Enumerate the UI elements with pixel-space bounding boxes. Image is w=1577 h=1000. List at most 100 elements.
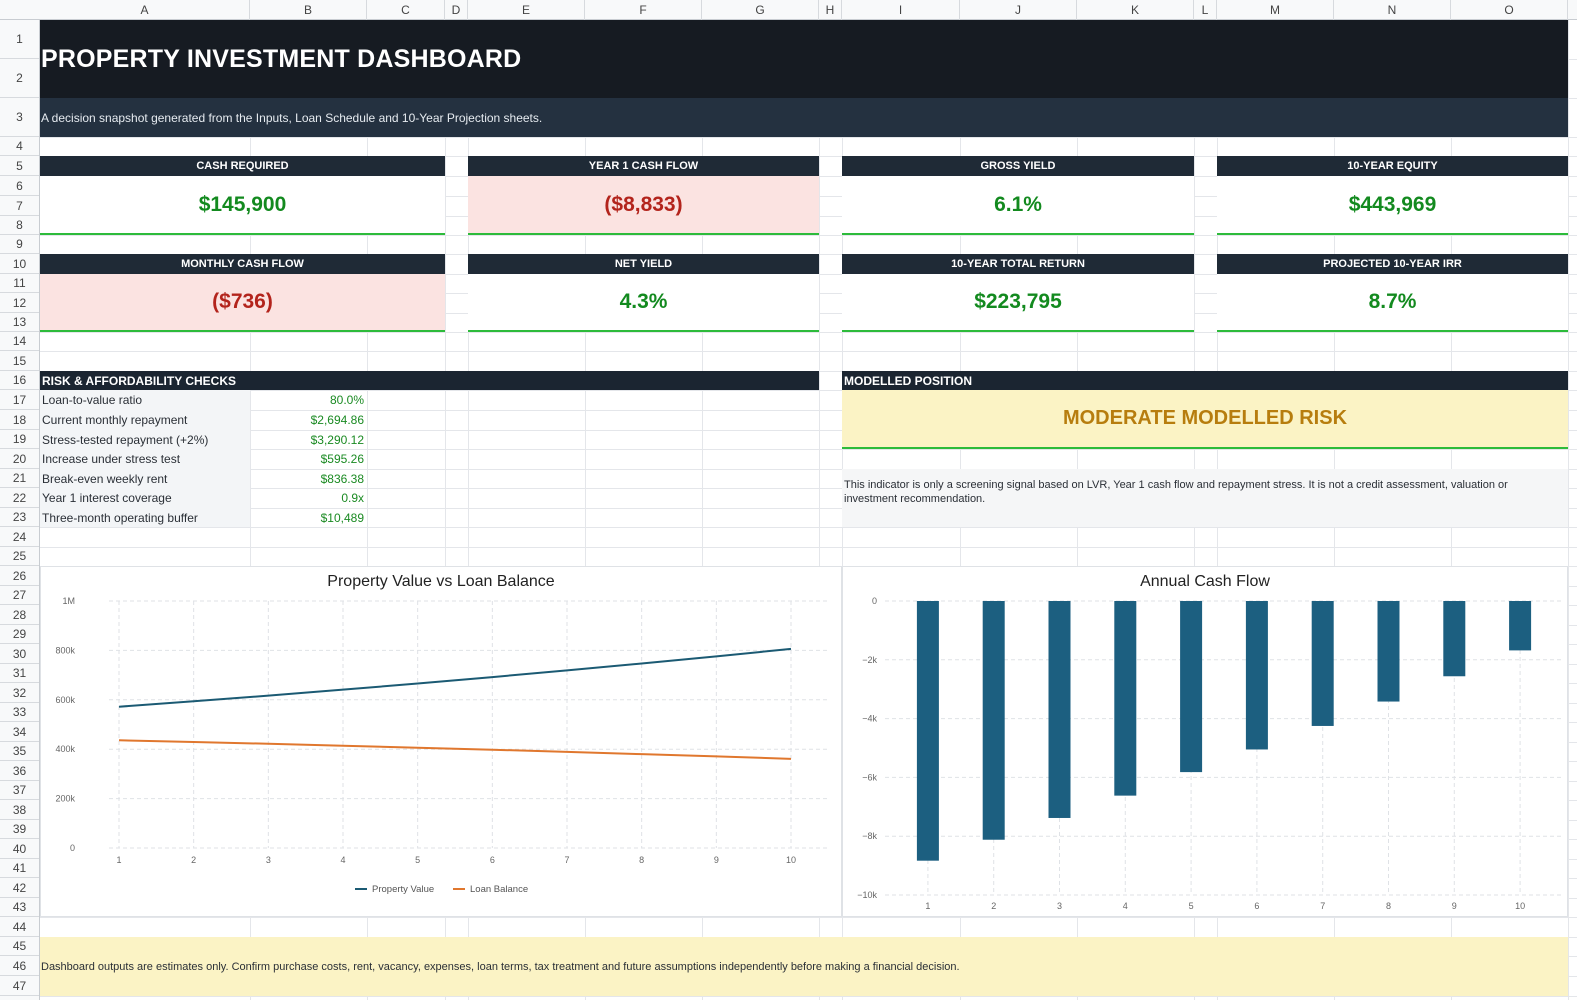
row-header[interactable]: 46 bbox=[0, 956, 39, 976]
kpi-value: $145,900 bbox=[40, 176, 445, 235]
row-header[interactable]: 17 bbox=[0, 390, 39, 410]
row-header[interactable]: 39 bbox=[0, 820, 39, 839]
gridline bbox=[468, 20, 469, 1000]
gridline bbox=[445, 20, 446, 1000]
row-header[interactable]: 25 bbox=[0, 547, 39, 566]
row-header[interactable]: 24 bbox=[0, 527, 39, 547]
row-header[interactable]: 28 bbox=[0, 605, 39, 625]
gridline bbox=[40, 351, 1577, 352]
row-header[interactable]: 38 bbox=[0, 800, 39, 820]
row-header[interactable]: 9 bbox=[0, 235, 39, 254]
cash-flow-bar bbox=[1245, 601, 1268, 750]
row-header[interactable]: 26 bbox=[0, 566, 39, 586]
x-tick-label: 8 bbox=[639, 855, 644, 865]
risk-check-value: $10,489 bbox=[320, 510, 364, 525]
row-header[interactable]: 29 bbox=[0, 625, 39, 644]
row-header[interactable]: 31 bbox=[0, 664, 39, 683]
row-header[interactable]: 1 bbox=[0, 20, 39, 59]
risk-check-value: $2,694.86 bbox=[310, 413, 364, 427]
row-header[interactable]: 15 bbox=[0, 351, 39, 371]
row-header[interactable]: 27 bbox=[0, 586, 39, 605]
row-header[interactable]: 18 bbox=[0, 410, 39, 430]
gridline bbox=[40, 527, 1577, 528]
row-header[interactable]: 13 bbox=[0, 313, 39, 332]
column-header[interactable]: G bbox=[702, 0, 819, 20]
gridline bbox=[40, 449, 1577, 450]
row-header[interactable]: 45 bbox=[0, 937, 39, 956]
risk-check-value: $595.26 bbox=[320, 452, 364, 466]
row-header[interactable]: 10 bbox=[0, 254, 39, 274]
row-header[interactable]: 6 bbox=[0, 176, 39, 196]
row-header[interactable]: 21 bbox=[0, 469, 39, 488]
row-header[interactable]: 44 bbox=[0, 917, 39, 937]
risk-check-value: 0.9x bbox=[341, 491, 364, 505]
row-header[interactable]: 37 bbox=[0, 781, 39, 800]
y-tick-label: −10k bbox=[857, 890, 877, 900]
gridline bbox=[40, 235, 1577, 236]
row-header[interactable]: 23 bbox=[0, 508, 39, 527]
column-header[interactable]: O bbox=[1451, 0, 1568, 20]
row-header[interactable]: 3 bbox=[0, 98, 39, 137]
row-header[interactable]: 20 bbox=[0, 449, 39, 469]
cash-flow-bar bbox=[1443, 601, 1466, 677]
column-header[interactable]: D bbox=[445, 0, 468, 20]
row-header[interactable]: 22 bbox=[0, 488, 39, 508]
kpi-label: 10-YEAR EQUITY bbox=[1217, 156, 1568, 176]
column-header[interactable]: I bbox=[842, 0, 960, 20]
cash-flow-bar bbox=[1377, 601, 1400, 702]
annual-cash-flow-chart[interactable]: Annual Cash Flow 0 −2k −4k −6k −8k −10k 1 2 3 4 5 6… bbox=[842, 566, 1568, 917]
risk-check-label: Three-month operating buffer bbox=[40, 508, 250, 527]
kpi-label: 10-YEAR TOTAL RETURN bbox=[842, 254, 1194, 274]
row-header[interactable]: 34 bbox=[0, 722, 39, 742]
series-line bbox=[118, 739, 792, 760]
row-header[interactable]: 36 bbox=[0, 761, 39, 781]
column-header[interactable]: H bbox=[819, 0, 842, 20]
column-header[interactable]: B bbox=[250, 0, 367, 20]
row-header[interactable]: 32 bbox=[0, 683, 39, 703]
column-header[interactable]: L bbox=[1194, 0, 1217, 20]
row-header[interactable]: 43 bbox=[0, 898, 39, 917]
row-header[interactable]: 40 bbox=[0, 839, 39, 859]
row-header[interactable]: 11 bbox=[0, 274, 39, 293]
row-header[interactable]: 19 bbox=[0, 430, 39, 449]
column-header[interactable]: M bbox=[1217, 0, 1334, 20]
column-header[interactable]: F bbox=[585, 0, 702, 20]
x-tick-label: 9 bbox=[1452, 901, 1457, 911]
gridline bbox=[40, 917, 1577, 918]
row-header[interactable]: 4 bbox=[0, 137, 39, 156]
cash-flow-bar bbox=[982, 601, 1005, 840]
risk-check-label: Loan-to-value ratio bbox=[40, 390, 250, 410]
kpi-label: YEAR 1 CASH FLOW bbox=[468, 156, 819, 176]
gridline bbox=[40, 410, 1577, 411]
row-header[interactable]: 35 bbox=[0, 742, 39, 761]
risk-check-label: Break-even weekly rent bbox=[40, 469, 250, 488]
column-header[interactable]: N bbox=[1334, 0, 1451, 20]
y-tick-label: 600k bbox=[55, 695, 75, 705]
kpi-value: 8.7% bbox=[1217, 274, 1568, 332]
kpi-label: NET YIELD bbox=[468, 254, 819, 274]
property-value-chart[interactable]: Property Value vs Loan Balance 0 200k 400k… bbox=[40, 566, 842, 917]
row-header[interactable]: 14 bbox=[0, 332, 39, 351]
row-header[interactable]: 16 bbox=[0, 371, 39, 390]
kpi-label: CASH REQUIRED bbox=[40, 156, 445, 176]
column-header[interactable]: J bbox=[960, 0, 1077, 20]
row-header[interactable]: 47 bbox=[0, 976, 39, 996]
x-tick-label: 7 bbox=[564, 855, 569, 865]
row-header[interactable]: 8 bbox=[0, 216, 39, 235]
row-header[interactable]: 30 bbox=[0, 644, 39, 664]
disclaimer-footer: Dashboard outputs are estimates only. Co… bbox=[40, 937, 1568, 996]
row-header[interactable]: 33 bbox=[0, 703, 39, 722]
column-header[interactable]: K bbox=[1077, 0, 1194, 20]
gridline bbox=[40, 488, 1577, 489]
column-header[interactable]: A bbox=[40, 0, 250, 20]
gridline bbox=[40, 430, 1577, 431]
row-header[interactable]: 12 bbox=[0, 293, 39, 313]
row-header[interactable]: 5 bbox=[0, 156, 39, 176]
column-header[interactable]: E bbox=[468, 0, 585, 20]
column-header[interactable]: C bbox=[367, 0, 445, 20]
row-header[interactable]: 41 bbox=[0, 859, 39, 878]
row-header[interactable]: 2 bbox=[0, 59, 39, 98]
row-header[interactable]: 42 bbox=[0, 878, 39, 898]
row-header[interactable]: 7 bbox=[0, 196, 39, 216]
